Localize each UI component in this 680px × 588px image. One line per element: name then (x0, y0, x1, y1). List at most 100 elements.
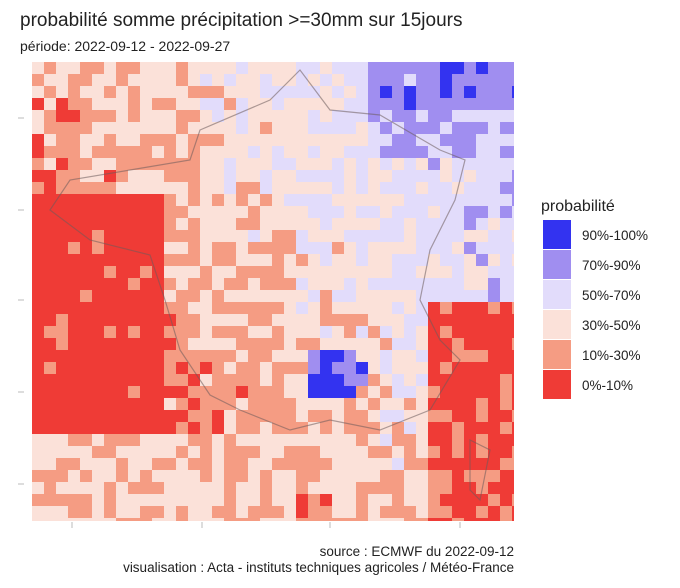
map-cell (152, 134, 164, 146)
map-cell (104, 266, 116, 278)
map-cell (416, 170, 428, 182)
map-cell (212, 326, 224, 338)
map-cell (416, 74, 428, 86)
map-cell (284, 278, 296, 290)
map-cell (56, 398, 68, 410)
map-cell (116, 458, 128, 470)
map-cell (404, 446, 416, 458)
map-cell (224, 326, 236, 338)
map-cell (152, 242, 164, 254)
map-cell (308, 278, 320, 290)
map-cell (380, 230, 392, 242)
map-cell (236, 494, 248, 506)
map-cell (248, 194, 260, 206)
map-cell (92, 398, 104, 410)
map-cell (308, 338, 320, 350)
map-cell (488, 146, 500, 158)
map-cell (380, 494, 392, 506)
map-cell (224, 470, 236, 482)
map-cell (248, 398, 260, 410)
map-cell (128, 218, 140, 230)
map-cell (428, 302, 440, 314)
map-cell (512, 386, 514, 398)
map-cell (224, 290, 236, 302)
map-cell (296, 146, 308, 158)
map-cell (440, 290, 452, 302)
map-cell (224, 458, 236, 470)
map-cell (152, 230, 164, 242)
map-cell (56, 182, 68, 194)
map-cell (68, 122, 80, 134)
map-cell (272, 506, 284, 518)
map-cell (176, 278, 188, 290)
map-cell (56, 194, 68, 206)
map-cell (200, 410, 212, 422)
map-cell (236, 254, 248, 266)
map-cell (128, 62, 140, 74)
map-cell (104, 230, 116, 242)
map-cell (272, 386, 284, 398)
map-cell (44, 350, 56, 362)
map-cell (308, 110, 320, 122)
map-cell (32, 122, 44, 134)
map-cell (140, 386, 152, 398)
map-cell (380, 434, 392, 446)
map-cell (512, 242, 514, 254)
map-cell (176, 86, 188, 98)
map-cell (140, 206, 152, 218)
map-cell (224, 194, 236, 206)
map-cell (212, 98, 224, 110)
map-cell (116, 278, 128, 290)
map-cell (140, 230, 152, 242)
map-cell (512, 110, 514, 122)
map-cell (32, 338, 44, 350)
map-cell (440, 242, 452, 254)
map-cell (344, 74, 356, 86)
map-cell (416, 398, 428, 410)
map-cell (44, 494, 56, 506)
map-cell (140, 422, 152, 434)
map-cell (452, 62, 464, 74)
map-cell (188, 470, 200, 482)
map-cell (260, 206, 272, 218)
map-cell (368, 74, 380, 86)
map-cell (464, 74, 476, 86)
map-cell (44, 518, 56, 521)
map-cell (404, 134, 416, 146)
map-cell (92, 170, 104, 182)
map-cell (188, 254, 200, 266)
map-cell (176, 254, 188, 266)
map-cell (272, 74, 284, 86)
map-cell (176, 362, 188, 374)
map-cell (224, 278, 236, 290)
map-cell (176, 62, 188, 74)
map-cell (236, 458, 248, 470)
map-cell (440, 110, 452, 122)
map-cell (116, 314, 128, 326)
map-cell (224, 122, 236, 134)
map-cell (32, 110, 44, 122)
map-cell (356, 482, 368, 494)
map-cell (248, 134, 260, 146)
map-cell (80, 362, 92, 374)
map-cell (440, 266, 452, 278)
map-cell (380, 110, 392, 122)
map-cell (92, 278, 104, 290)
map-cell (56, 218, 68, 230)
map-cell (32, 62, 44, 74)
map-cell (176, 398, 188, 410)
map-cell (188, 350, 200, 362)
map-cell (380, 398, 392, 410)
map-cell (452, 134, 464, 146)
map-cell (140, 74, 152, 86)
map-cell (320, 170, 332, 182)
map-cell (404, 482, 416, 494)
map-cell (68, 242, 80, 254)
map-cell (428, 86, 440, 98)
source: source : ECMWF du 2022-09-12 (320, 544, 514, 559)
map-cell (380, 278, 392, 290)
map-cell (368, 266, 380, 278)
map-cell (476, 242, 488, 254)
map-cell (452, 518, 464, 521)
map-cell (236, 470, 248, 482)
